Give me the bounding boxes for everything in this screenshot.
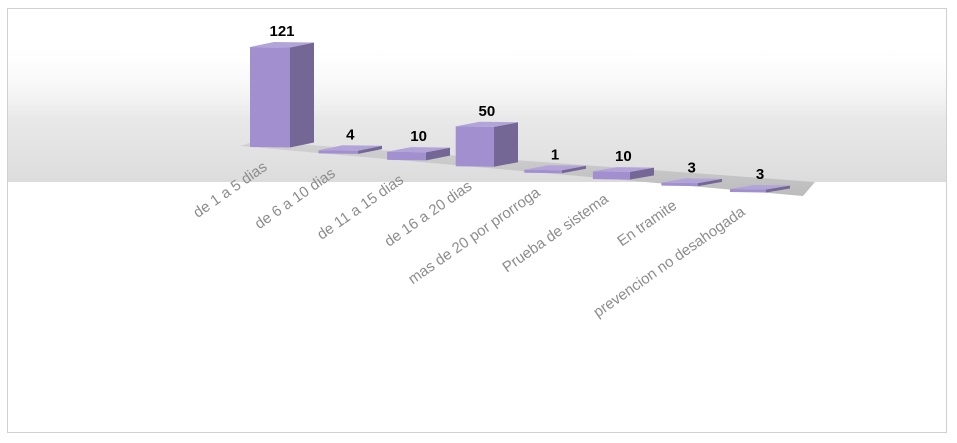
bar-top [661,178,722,184]
bar-top [455,121,518,127]
bar-3 [387,147,450,161]
bar-6 [592,167,654,180]
bar-top [250,42,314,48]
bar-side [562,165,586,174]
bar-side [766,185,790,193]
bar-4 [455,121,518,167]
bar-side [358,145,382,154]
category-label: mas de 20 por prorroga [405,184,544,288]
data-label: 10 [410,128,427,145]
bar-front [387,151,426,161]
bar-2 [318,145,382,154]
bar-side [698,178,722,187]
bar-top [592,167,654,172]
bar-side [630,167,654,180]
data-label: 3 [688,159,696,176]
category-label: En tramite [614,197,680,250]
chart-backdrop [8,40,946,196]
bar-front [661,182,698,187]
bar-side [290,42,314,148]
bar-front [524,169,562,174]
data-label: 3 [756,166,764,183]
bar-front [318,150,358,154]
category-label: prevencion no desahogada [590,203,749,321]
bar-1 [250,42,314,148]
bar-8 [730,185,790,193]
bar-top [318,145,382,151]
bar-front [455,126,494,167]
bar-5 [524,165,586,174]
bar-front [250,47,290,148]
data-label: 1 [551,146,559,163]
bar-front [730,189,766,193]
bar-top [730,185,790,190]
bar-top [387,147,450,153]
data-label: 10 [615,148,632,165]
data-label: 4 [346,126,355,143]
bar-7 [661,178,722,187]
bar-side [426,147,450,161]
data-label: 50 [479,103,496,120]
bar-side [494,122,518,167]
bar-group [250,42,790,193]
bar-front [592,171,630,180]
data-label: 121 [269,23,294,40]
bar-top [524,165,586,171]
